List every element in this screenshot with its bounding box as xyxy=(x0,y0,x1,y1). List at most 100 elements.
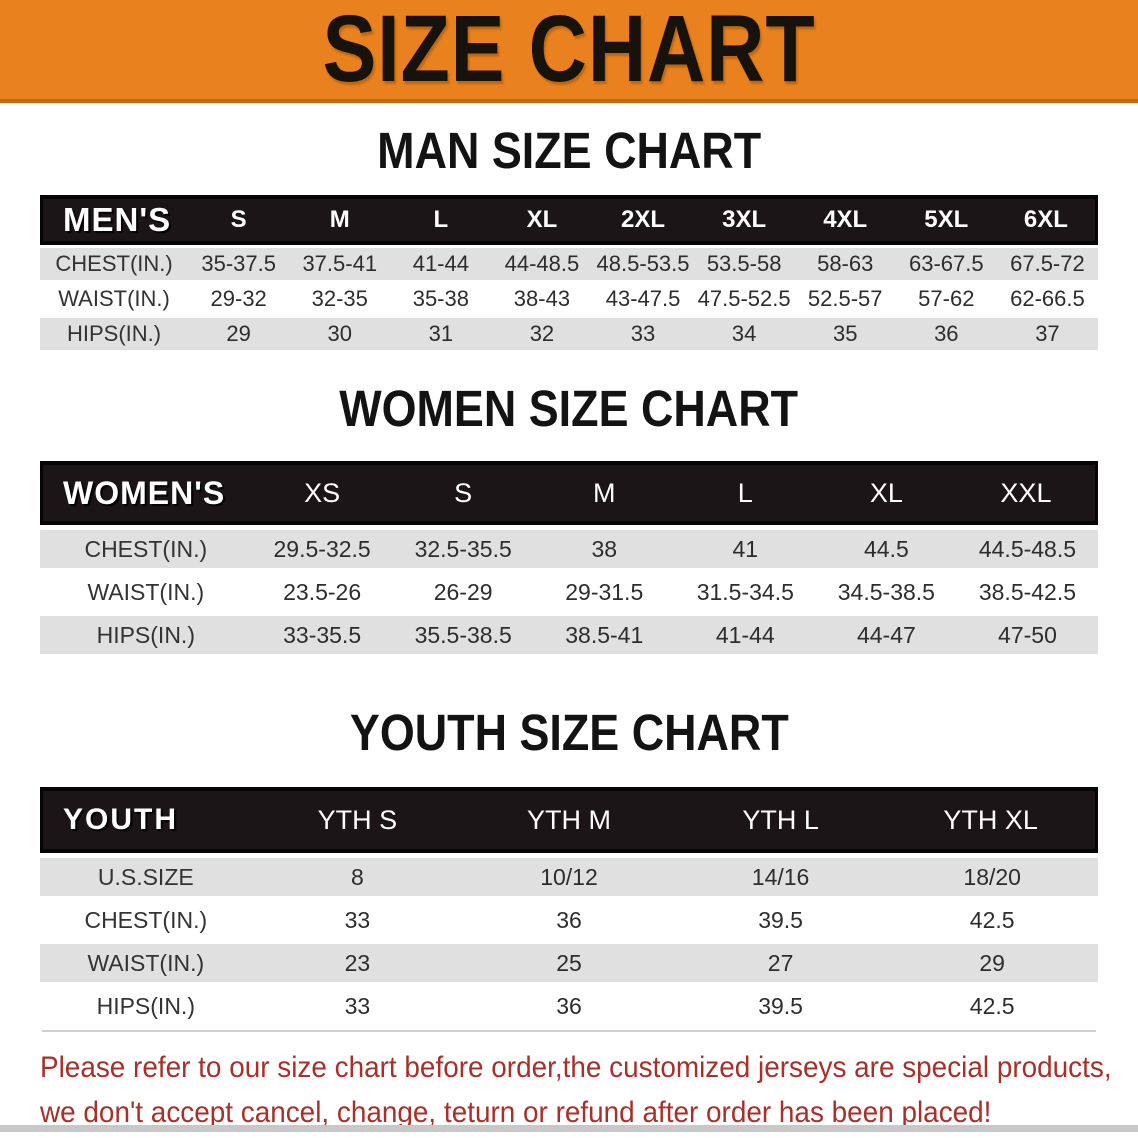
size-chart-banner: SIZE CHART xyxy=(0,0,1138,103)
size-value-cell: 32.5-35.5 xyxy=(392,530,534,568)
disclaimer-line-1: Please refer to our size chart before or… xyxy=(40,1051,1112,1084)
size-value-cell: 62-66.5 xyxy=(996,283,1098,315)
size-column-header: YTH M xyxy=(463,787,675,853)
bottom-edge-bar xyxy=(0,1125,1138,1132)
table-row: U.S.SIZE 8 10/12 14/16 18/20 xyxy=(40,858,1098,896)
size-column-header: L xyxy=(390,195,492,245)
size-value-cell: 48.5-53.5 xyxy=(592,248,694,280)
size-column-header: 5XL xyxy=(895,195,997,245)
size-value-cell: 25 xyxy=(463,944,675,982)
table-corner-label: YOUTH xyxy=(40,787,252,853)
size-value-cell: 38.5-42.5 xyxy=(956,573,1098,611)
row-label: HIPS(IN.) xyxy=(40,616,252,654)
size-value-cell: 29 xyxy=(188,318,290,350)
size-value-cell: 23 xyxy=(251,944,464,982)
size-value-cell: 32 xyxy=(491,318,593,350)
size-value-cell: 33 xyxy=(251,901,464,939)
size-column-header: L xyxy=(674,461,816,525)
table-corner-label: WOMEN'S xyxy=(40,461,252,525)
size-column-header: 2XL xyxy=(592,195,694,245)
table-row: HIPS(IN.) 33 36 39.5 42.5 xyxy=(40,987,1098,1025)
size-value-cell: 57-62 xyxy=(895,283,997,315)
disclaimer-line-2: we don't accept cancel, change, teturn o… xyxy=(40,1096,992,1129)
size-value-cell: 38 xyxy=(533,530,675,568)
row-label: WAIST(IN.) xyxy=(40,283,189,315)
size-value-cell: 35 xyxy=(794,318,896,350)
table-row: WAIST(IN.) 29-32 32-35 35-38 38-43 43-47.5 47.… xyxy=(40,283,1098,315)
table-row: HIPS(IN.) 29 30 31 32 33 34 35 36 37 xyxy=(40,318,1098,350)
table-row: WAIST(IN.) 23 25 27 29 xyxy=(40,944,1098,982)
table-row: CHEST(IN.) 35-37.5 37.5-41 41-44 44-48.5 48.5… xyxy=(40,248,1098,280)
size-value-cell: 29-31.5 xyxy=(533,573,675,611)
size-value-cell: 53.5-58 xyxy=(693,248,795,280)
table-corner-label: MEN'S xyxy=(40,195,189,245)
size-value-cell: 39.5 xyxy=(674,901,887,939)
disclaimer: Please refer to our size chart before or… xyxy=(40,1048,1138,1138)
size-column-header: M xyxy=(289,195,391,245)
row-label: HIPS(IN.) xyxy=(40,318,189,350)
size-value-cell: 29-32 xyxy=(188,283,290,315)
size-value-cell: 8 xyxy=(251,858,464,896)
size-value-cell: 30 xyxy=(289,318,391,350)
size-value-cell: 33 xyxy=(251,987,464,1025)
row-label: HIPS(IN.) xyxy=(40,987,252,1025)
size-value-cell: 42.5 xyxy=(886,987,1098,1025)
youth-size-chart-heading: YOUTH SIZE CHART xyxy=(0,707,1138,758)
size-column-header: XS xyxy=(251,461,393,525)
size-value-cell: 14/16 xyxy=(674,858,887,896)
size-value-cell: 38-43 xyxy=(491,283,593,315)
row-label: WAIST(IN.) xyxy=(40,944,252,982)
size-value-cell: 52.5-57 xyxy=(794,283,896,315)
size-value-cell: 38.5-41 xyxy=(533,616,675,654)
size-value-cell: 39.5 xyxy=(674,987,887,1025)
size-column-header: 3XL xyxy=(693,195,795,245)
youth-size-chart-heading-text: YOUTH SIZE CHART xyxy=(349,704,789,761)
size-value-cell: 35-38 xyxy=(390,283,492,315)
table-row: HIPS(IN.) 33-35.5 35.5-38.5 38.5-41 41-44 44-… xyxy=(40,616,1098,654)
women-size-chart-heading: WOMEN SIZE CHART xyxy=(0,383,1138,434)
size-column-header: XXL xyxy=(956,461,1098,525)
size-value-cell: 36 xyxy=(895,318,997,350)
size-chart-title: SIZE CHART xyxy=(322,0,816,102)
size-column-header: XL xyxy=(491,195,593,245)
size-value-cell: 44-47 xyxy=(815,616,957,654)
size-value-cell: 44.5-48.5 xyxy=(956,530,1098,568)
table-row: CHEST(IN.) 33 36 39.5 42.5 xyxy=(40,901,1098,939)
size-value-cell: 63-67.5 xyxy=(895,248,997,280)
size-table-header-row: WOMEN'S XS S M L XL XXL xyxy=(40,461,1098,525)
row-label: WAIST(IN.) xyxy=(40,573,252,611)
size-value-cell: 33-35.5 xyxy=(251,616,393,654)
size-value-cell: 18/20 xyxy=(886,858,1098,896)
size-value-cell: 37.5-41 xyxy=(289,248,391,280)
size-value-cell: 47.5-52.5 xyxy=(693,283,795,315)
size-value-cell: 10/12 xyxy=(463,858,675,896)
women-size-table: WOMEN'S XS S M L XL XXL CHEST(IN.) 29.5-32.5 32.5… xyxy=(40,456,1098,659)
row-label: CHEST(IN.) xyxy=(40,248,189,280)
size-value-cell: 36 xyxy=(463,987,675,1025)
row-label: CHEST(IN.) xyxy=(40,530,252,568)
row-label: CHEST(IN.) xyxy=(40,901,252,939)
men-size-table: MEN'S S M L XL 2XL 3XL 4XL 5XL 6XL CHEST(IN.) 35-37… xyxy=(40,192,1098,353)
size-value-cell: 34 xyxy=(693,318,795,350)
size-value-cell: 43-47.5 xyxy=(592,283,694,315)
size-value-cell: 26-29 xyxy=(392,573,534,611)
size-value-cell: 44.5 xyxy=(815,530,957,568)
size-value-cell: 31 xyxy=(390,318,492,350)
row-label: U.S.SIZE xyxy=(40,858,252,896)
size-table-header-row: MEN'S S M L XL 2XL 3XL 4XL 5XL 6XL xyxy=(40,195,1098,245)
size-value-cell: 35.5-38.5 xyxy=(392,616,534,654)
size-value-cell: 29 xyxy=(886,944,1098,982)
size-value-cell: 41 xyxy=(674,530,816,568)
size-value-cell: 32-35 xyxy=(289,283,391,315)
women-size-chart-heading-text: WOMEN SIZE CHART xyxy=(339,380,799,437)
size-value-cell: 42.5 xyxy=(886,901,1098,939)
size-value-cell: 47-50 xyxy=(956,616,1098,654)
size-value-cell: 27 xyxy=(674,944,887,982)
size-value-cell: 58-63 xyxy=(794,248,896,280)
table-row: WAIST(IN.) 23.5-26 26-29 29-31.5 31.5-34.5 34… xyxy=(40,573,1098,611)
size-column-header: 4XL xyxy=(794,195,896,245)
man-size-chart-heading: MAN SIZE CHART xyxy=(0,125,1138,176)
man-size-chart-heading-text: MAN SIZE CHART xyxy=(377,122,761,179)
size-value-cell: 23.5-26 xyxy=(251,573,393,611)
size-column-header: M xyxy=(533,461,675,525)
